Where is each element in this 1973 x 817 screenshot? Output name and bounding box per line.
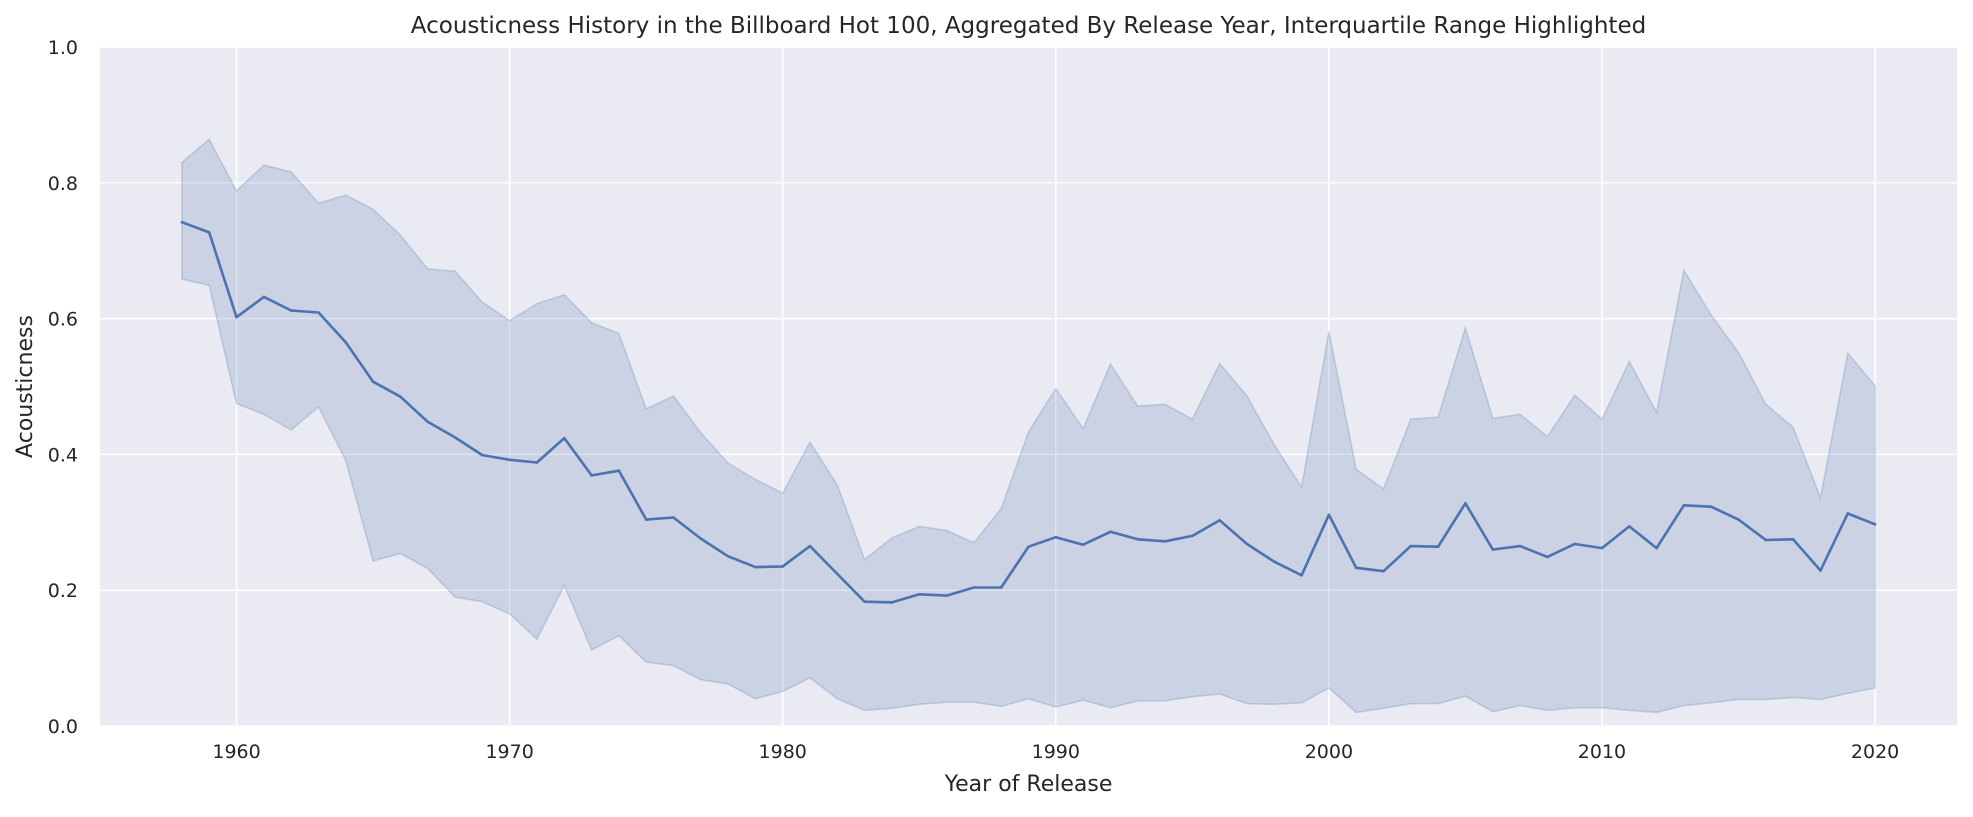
data-point bbox=[1464, 501, 1467, 505]
data-point bbox=[317, 311, 320, 314]
x-tick-label: 1970 bbox=[485, 741, 533, 763]
x-tick-label: 2000 bbox=[1305, 741, 1353, 763]
data-point bbox=[1518, 544, 1522, 548]
data-point bbox=[617, 469, 621, 472]
data-point bbox=[1054, 535, 1058, 539]
data-point bbox=[1300, 573, 1303, 577]
x-tick-label: 2020 bbox=[1851, 741, 1899, 763]
chart-title: Acousticness History in the Billboard Ho… bbox=[411, 13, 1646, 39]
grid-lines bbox=[100, 46, 1957, 727]
data-point bbox=[235, 315, 238, 319]
data-point bbox=[1873, 523, 1877, 526]
data-point bbox=[1764, 538, 1768, 542]
data-point bbox=[535, 461, 539, 464]
y-axis-ticks: 0.0 0.2 0.4 0.6 0.8 1.0 bbox=[48, 37, 78, 738]
data-point bbox=[699, 537, 703, 540]
data-point bbox=[453, 436, 457, 439]
data-point bbox=[726, 554, 730, 558]
data-point bbox=[371, 380, 375, 384]
data-point bbox=[1163, 540, 1167, 543]
data-point bbox=[781, 565, 785, 568]
data-point bbox=[672, 516, 675, 519]
y-tick-label: 0.8 bbox=[48, 173, 78, 195]
data-point bbox=[1573, 542, 1576, 546]
data-point bbox=[917, 592, 921, 596]
data-point bbox=[1627, 525, 1631, 528]
data-point bbox=[207, 231, 211, 234]
data-point bbox=[1546, 555, 1549, 559]
data-point bbox=[1327, 513, 1331, 517]
data-point bbox=[1709, 505, 1713, 508]
plot-area bbox=[100, 47, 1957, 726]
x-tick-label: 1960 bbox=[212, 741, 260, 763]
data-point bbox=[1354, 566, 1358, 570]
x-axis-ticks: 1960 1970 1980 1990 2000 2010 2020 bbox=[212, 741, 1899, 763]
data-point bbox=[945, 594, 948, 597]
data-point bbox=[890, 601, 894, 604]
data-point bbox=[1218, 518, 1221, 522]
data-point bbox=[1819, 569, 1822, 572]
x-axis-label: Year of Release bbox=[944, 772, 1113, 797]
data-point bbox=[1436, 545, 1440, 549]
data-point bbox=[754, 565, 757, 569]
data-point bbox=[644, 518, 648, 521]
data-point bbox=[1409, 544, 1413, 548]
data-point bbox=[1081, 543, 1085, 547]
data-point bbox=[1027, 545, 1030, 549]
data-point bbox=[1846, 512, 1850, 515]
data-point bbox=[808, 544, 812, 548]
data-point bbox=[1136, 537, 1140, 541]
data-point bbox=[1245, 542, 1249, 546]
x-tick-label: 2010 bbox=[1578, 741, 1626, 763]
data-point bbox=[1791, 537, 1795, 541]
data-point bbox=[1191, 534, 1194, 538]
y-tick-label: 0.6 bbox=[48, 309, 78, 331]
data-point bbox=[1109, 530, 1112, 534]
data-point bbox=[344, 341, 348, 344]
data-point bbox=[1655, 546, 1658, 550]
x-tick-label: 1980 bbox=[759, 741, 807, 763]
y-axis-label: Acousticness bbox=[13, 315, 38, 458]
data-point bbox=[1491, 548, 1495, 551]
data-point bbox=[863, 600, 866, 604]
data-points bbox=[180, 220, 1877, 604]
y-tick-label: 1.0 bbox=[48, 37, 78, 59]
data-point bbox=[481, 453, 484, 457]
data-point bbox=[1682, 504, 1686, 507]
x-tick-label: 1990 bbox=[1032, 741, 1080, 763]
data-point bbox=[426, 420, 430, 424]
data-point bbox=[590, 474, 593, 477]
data-point bbox=[562, 436, 566, 440]
data-point bbox=[289, 309, 293, 312]
y-tick-label: 0.2 bbox=[48, 580, 78, 602]
data-point bbox=[508, 458, 511, 462]
data-point bbox=[262, 295, 266, 299]
data-point bbox=[180, 220, 184, 224]
data-point bbox=[1272, 560, 1276, 563]
data-point bbox=[399, 395, 402, 398]
data-point bbox=[1737, 518, 1740, 521]
data-point bbox=[972, 586, 976, 589]
data-point bbox=[999, 586, 1003, 589]
interquartile-range-band bbox=[181, 138, 1876, 714]
y-tick-label: 0.4 bbox=[48, 444, 78, 466]
y-tick-label: 0.0 bbox=[48, 716, 78, 738]
data-point bbox=[836, 572, 839, 576]
data-point bbox=[1382, 569, 1385, 573]
data-point bbox=[1600, 546, 1604, 550]
